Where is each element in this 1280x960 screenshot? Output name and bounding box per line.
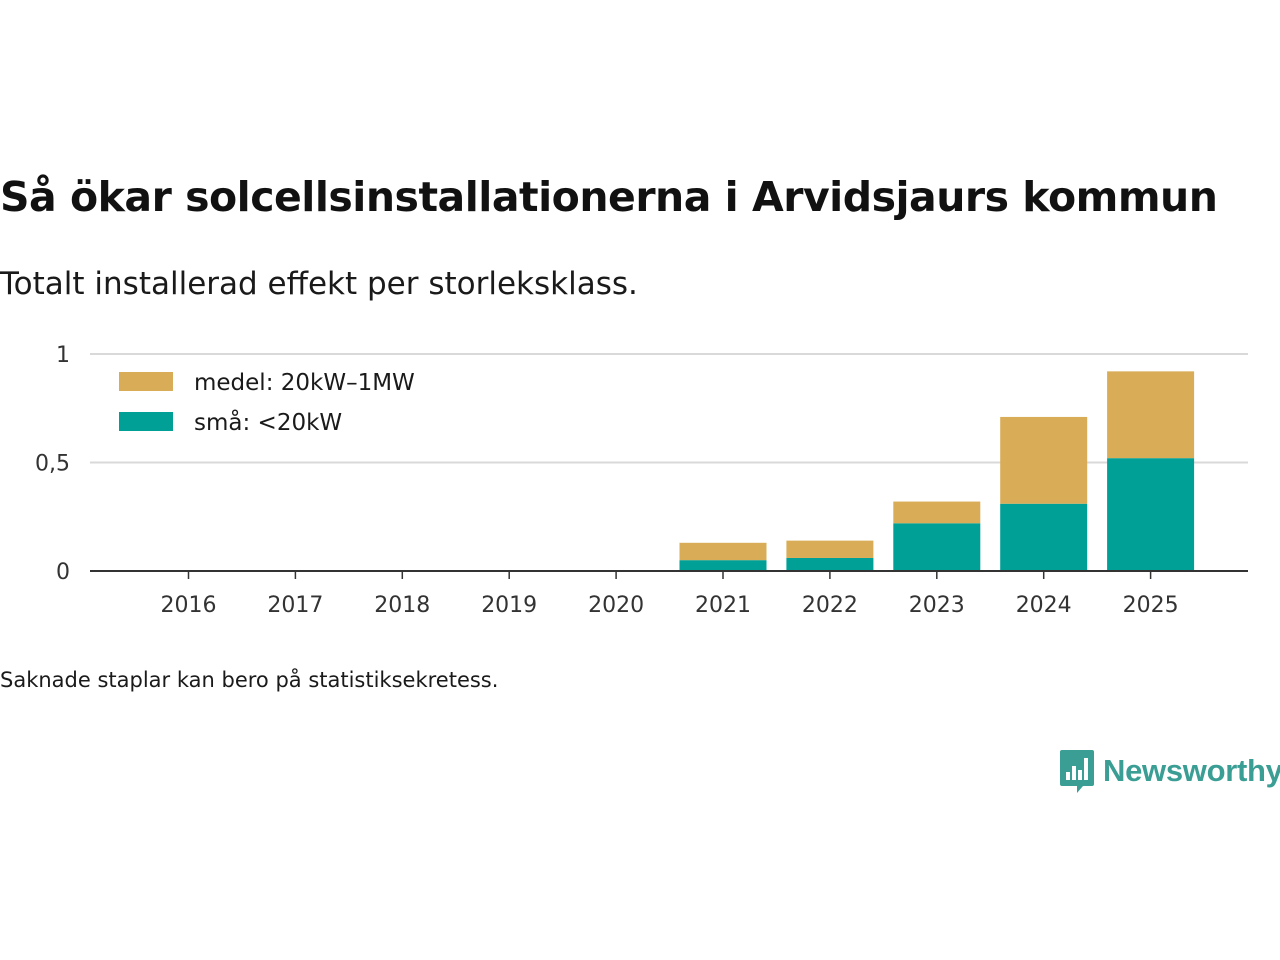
y-tick-label: 0 [56, 560, 70, 585]
x-tick-label: 2025 [1123, 593, 1179, 618]
bar [893, 523, 981, 571]
bar-chart-speech-bubble-icon [1060, 750, 1094, 793]
bar [679, 542, 767, 561]
x-tick-label: 2021 [695, 593, 751, 618]
legend-label: små: <20kW [194, 408, 342, 436]
y-tick-label: 1 [56, 343, 70, 368]
bar [679, 560, 767, 571]
bar [786, 540, 874, 558]
brand-logo: Newsworthy [1059, 748, 1280, 794]
bar [1000, 416, 1088, 504]
stacked-bar-chart: 0 0,5 1 2016 2017 2018 2019 2020 2021 2022 2023 202… [35, 343, 1248, 618]
y-tick-label: 0,5 [35, 452, 70, 477]
x-tick-label: 2024 [1016, 593, 1072, 618]
legend-label: medel: 20kW–1MW [194, 370, 415, 396]
bar [1107, 458, 1195, 571]
x-tick-label: 2023 [909, 593, 965, 618]
bar [1000, 503, 1088, 571]
x-tick-label: 2020 [588, 593, 644, 618]
chart-subtitle: Totalt installerad effekt per storlekskl… [0, 266, 638, 302]
brand-name: Newsworthy [1103, 753, 1280, 788]
legend-swatch [119, 412, 173, 431]
bar [1107, 371, 1195, 459]
x-tick-label: 2018 [374, 593, 430, 618]
footnote: Saknade staplar kan bero på statistiksek… [0, 668, 499, 692]
x-tick-label: 2019 [481, 593, 537, 618]
x-tick-label: 2022 [802, 593, 858, 618]
x-tick-label: 2017 [267, 593, 323, 618]
legend-swatch [119, 372, 173, 391]
bar [893, 501, 981, 524]
chart-title: Så ökar solcellsinstallationerna i Arvid… [0, 173, 1218, 221]
bar [786, 557, 874, 571]
x-tick-label: 2016 [161, 593, 217, 618]
